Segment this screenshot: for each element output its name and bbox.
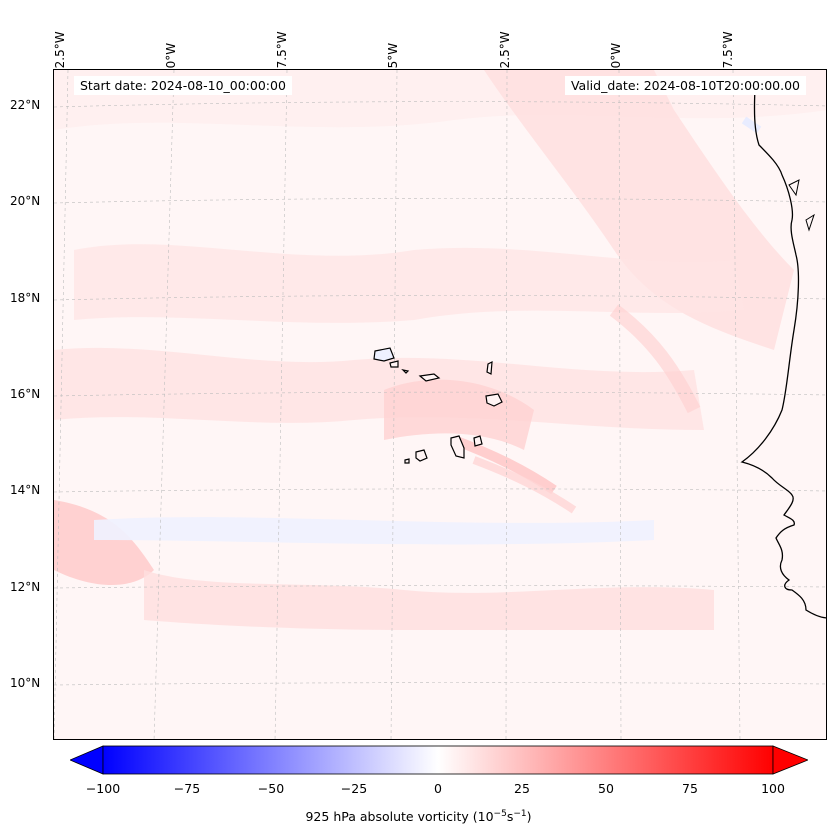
colorbar-tick: 25 <box>514 781 530 796</box>
valid-date-label: Valid_date: 2024-08-10T20:00:00.00 <box>564 76 806 95</box>
colorbar-tick: 0 <box>434 781 442 796</box>
lat-label-14n: 14°N <box>10 483 41 497</box>
colorbar-max-extend <box>772 745 808 775</box>
lat-label-20n: 20°N <box>10 194 41 208</box>
colorbar-label: 925 hPa absolute vorticity (10−5s−1) <box>305 809 532 825</box>
vorticity-shading <box>54 70 826 630</box>
coast-detail <box>788 179 815 232</box>
graticule <box>54 70 826 739</box>
lat-label-12n: 12°N <box>10 580 41 594</box>
colorbar-gradient <box>102 745 774 775</box>
lat-label-16n: 16°N <box>10 387 41 401</box>
lat-label-22n: 22°N <box>10 98 41 112</box>
colorbar-tick: 75 <box>682 781 698 796</box>
lat-label-10n: 10°N <box>10 676 41 690</box>
colorbar-tick: −50 <box>257 781 285 796</box>
colorbar-tick: 100 <box>761 781 785 796</box>
lat-label-18n: 18°N <box>10 291 41 305</box>
start-date-label: Start date: 2024-08-10_00:00:00 <box>74 76 292 95</box>
africa-coastline <box>740 87 826 619</box>
colorbar-min-extend <box>70 745 104 775</box>
colorbar-tick: −75 <box>173 781 201 796</box>
vorticity-map[interactable]: Start date: 2024-08-10_00:00:00 Valid_da… <box>53 69 827 740</box>
vorticity-field <box>54 70 826 739</box>
colorbar-tick: −25 <box>340 781 368 796</box>
colorbar <box>70 745 808 775</box>
cape-verde-islands <box>373 347 503 464</box>
colorbar-tick: 50 <box>598 781 614 796</box>
colorbar-tick: −100 <box>85 781 121 796</box>
